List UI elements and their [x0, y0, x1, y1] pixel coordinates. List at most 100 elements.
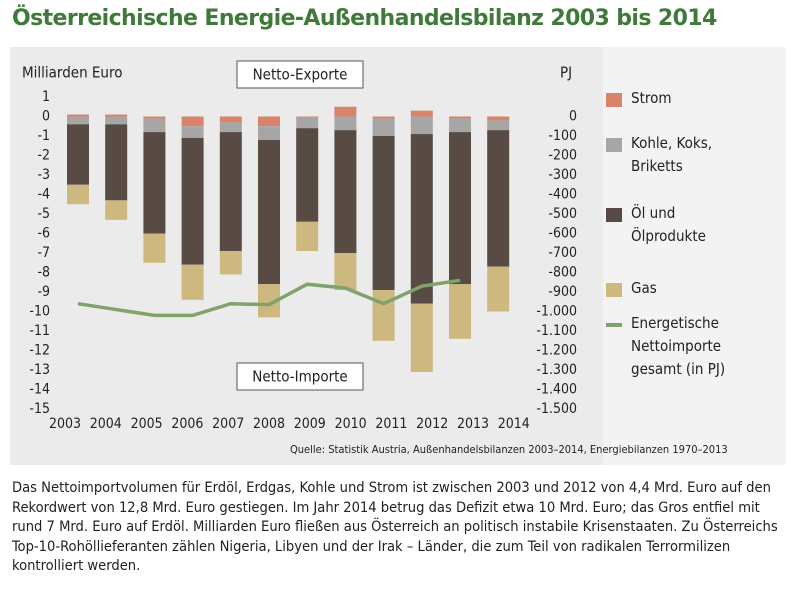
- bar: [105, 200, 128, 220]
- bar: [334, 106, 357, 117]
- legend-swatch: [606, 323, 622, 327]
- x-tick-label: 2003: [49, 416, 81, 432]
- bar: [449, 132, 471, 285]
- x-tick-label: 2008: [253, 416, 285, 432]
- bar: [296, 116, 319, 118]
- y2-tick-label: -600: [548, 226, 577, 242]
- y-tick-label: -9: [37, 284, 50, 300]
- y2-tick-label: -100: [548, 128, 577, 144]
- legend-item: Öl und Ölprodukte: [606, 204, 731, 248]
- bar: [487, 120, 510, 131]
- legend-swatch: [606, 93, 622, 107]
- bar: [334, 116, 357, 131]
- bar: [410, 134, 433, 304]
- legend-item: Kohle, Koks, Briketts: [606, 134, 731, 178]
- bar: [258, 284, 280, 318]
- y-tick-label: -8: [37, 265, 50, 281]
- x-tick-label: 2013: [457, 416, 489, 432]
- x-tick-label: 2006: [171, 416, 203, 432]
- bar: [487, 130, 510, 267]
- bar: [258, 126, 280, 140]
- bar: [143, 118, 166, 133]
- y-tick-label: 1: [42, 89, 50, 105]
- x-tick-label: 2007: [212, 416, 244, 432]
- bar: [219, 251, 242, 275]
- bar: [449, 116, 471, 119]
- bar: [143, 233, 166, 263]
- y2-tick-label: -1.400: [536, 382, 577, 398]
- bar: [449, 118, 471, 133]
- y-tick-label: -14: [29, 382, 50, 398]
- y2-tick-label: -500: [548, 206, 577, 222]
- y-axis-label: Milliarden Euro: [22, 64, 122, 82]
- legend-swatch: [606, 138, 622, 152]
- x-tick-label: 2009: [294, 416, 326, 432]
- bar: [334, 253, 357, 291]
- bar: [219, 116, 242, 123]
- y-tick-label: -7: [37, 245, 50, 261]
- bar: [105, 116, 128, 125]
- bar: [410, 110, 433, 117]
- bar: [296, 128, 319, 222]
- bar: [258, 139, 280, 285]
- bar: [143, 116, 166, 119]
- bar: [181, 264, 204, 300]
- y2-tick-label: -900: [548, 284, 577, 300]
- y-tick-label: -15: [29, 401, 50, 417]
- bar: [219, 132, 242, 252]
- bar: [181, 137, 204, 265]
- y2-tick-label: -200: [548, 148, 577, 164]
- annotation: Netto-Importe: [252, 368, 347, 386]
- legend-label: Strom: [631, 89, 672, 107]
- annotation-box: [236, 60, 364, 89]
- legend-item: Gas: [606, 279, 761, 300]
- bar: [67, 184, 89, 205]
- bar: [372, 136, 395, 291]
- bar: [219, 122, 242, 133]
- x-tick-label: 2004: [90, 416, 122, 432]
- annotation-box: [236, 362, 364, 391]
- caption: Das Nettoimportvolumen für Erdöl, Erdgas…: [12, 479, 778, 574]
- legend-background: [603, 47, 786, 465]
- y2-tick-label: -1.300: [536, 362, 577, 378]
- bar: [258, 116, 280, 127]
- y-tick-label: -10: [29, 304, 50, 320]
- y-tick-label: 0: [42, 109, 50, 125]
- x-tick-label: 2012: [416, 416, 448, 432]
- bar: [296, 221, 319, 252]
- y2-tick-label: -1.100: [536, 323, 577, 339]
- y-tick-label: -13: [29, 362, 50, 378]
- bar: [410, 303, 433, 372]
- y-tick-label: -6: [37, 226, 50, 242]
- x-tick-label: 2011: [375, 416, 407, 432]
- legend-label: Energetische Nettoimporte gesamt (in PJ): [631, 314, 726, 378]
- annotation: Netto-Exporte: [253, 66, 348, 84]
- y-tick-label: -5: [37, 206, 50, 222]
- bar: [105, 124, 128, 201]
- bar: [372, 116, 395, 119]
- legend-swatch: [606, 283, 622, 297]
- y2-tick-label: 0: [569, 109, 577, 125]
- bar: [143, 132, 166, 234]
- bar: [449, 284, 471, 339]
- bar: [487, 116, 510, 121]
- y2-tick-label: -400: [548, 187, 577, 203]
- legend-item: Energetische Nettoimporte gesamt (in PJ): [606, 314, 761, 381]
- chart: Netto-Exporte Netto-Importe Milliarden E…: [10, 47, 786, 465]
- legend-label: Öl und Ölprodukte: [631, 204, 706, 245]
- legend-label: Gas: [631, 279, 657, 297]
- x-tick-label: 2014: [498, 416, 530, 432]
- legend-item: Strom: [606, 89, 761, 110]
- bar: [67, 116, 89, 125]
- y2-axis-label: PJ: [560, 64, 572, 82]
- source: Quelle: Statistik Austria, Außenhandelsb…: [290, 443, 728, 456]
- bar: [372, 290, 395, 341]
- bar: [487, 266, 510, 312]
- title: Österreichische Energie-Außenhandelsbila…: [12, 6, 717, 31]
- legend-label: Kohle, Koks, Briketts: [631, 134, 713, 175]
- bar: [334, 130, 357, 253]
- line: [77, 278, 461, 318]
- y2-tick-label: -300: [548, 167, 577, 183]
- x-tick-label: 2010: [335, 416, 367, 432]
